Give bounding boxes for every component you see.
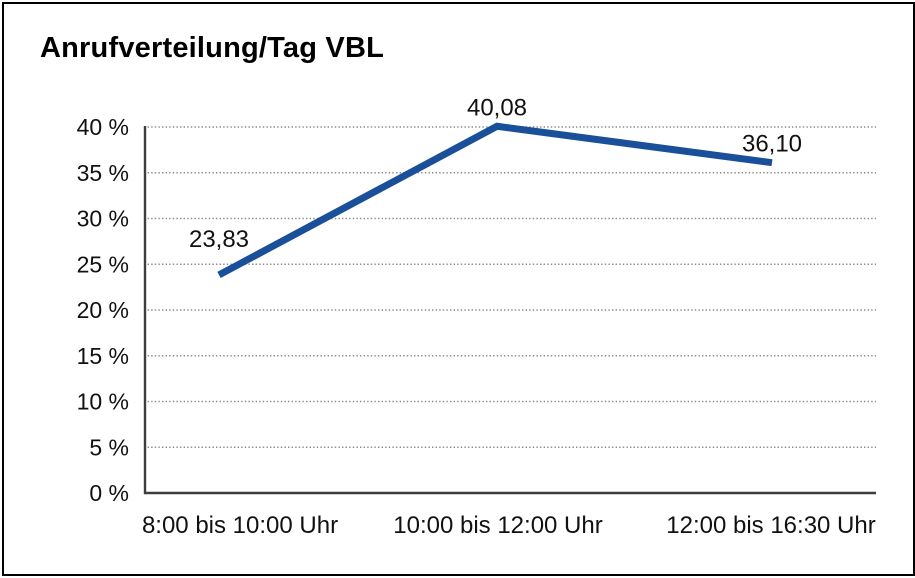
y-axis-tick-label: 20 % [77,297,129,323]
y-axis-tick-label: 5 % [89,434,129,460]
y-axis-tick-label: 25 % [77,251,129,277]
line-chart: 0 % 5 % 10 % 15 % 20 % 25 % 30 % 35 % 40 % 23,83 4… [77,94,876,539]
chart-title: Anrufverteilung/Tag VBL [40,32,385,64]
y-axis-tick-label: 10 % [77,389,129,415]
x-axis-category-label: 12:00 bis 16:30 Uhr [666,512,875,539]
y-axis-tick-label: 15 % [77,343,129,369]
y-axis-tick-label: 30 % [77,206,129,232]
x-axis-category-label: 10:00 bis 12:00 Uhr [393,512,602,539]
y-axis-tick-label: 35 % [77,160,129,186]
series-line [217,122,773,279]
data-point-label: 23,83 [189,226,249,253]
y-axis-tick-label: 40 % [77,114,129,140]
x-axis-category-label: 8:00 bis 10:00 Uhr [142,512,338,539]
data-point-label: 40,08 [467,94,527,121]
data-point-label: 36,10 [742,131,802,158]
y-axis-tick-label: 0 % [89,480,129,506]
